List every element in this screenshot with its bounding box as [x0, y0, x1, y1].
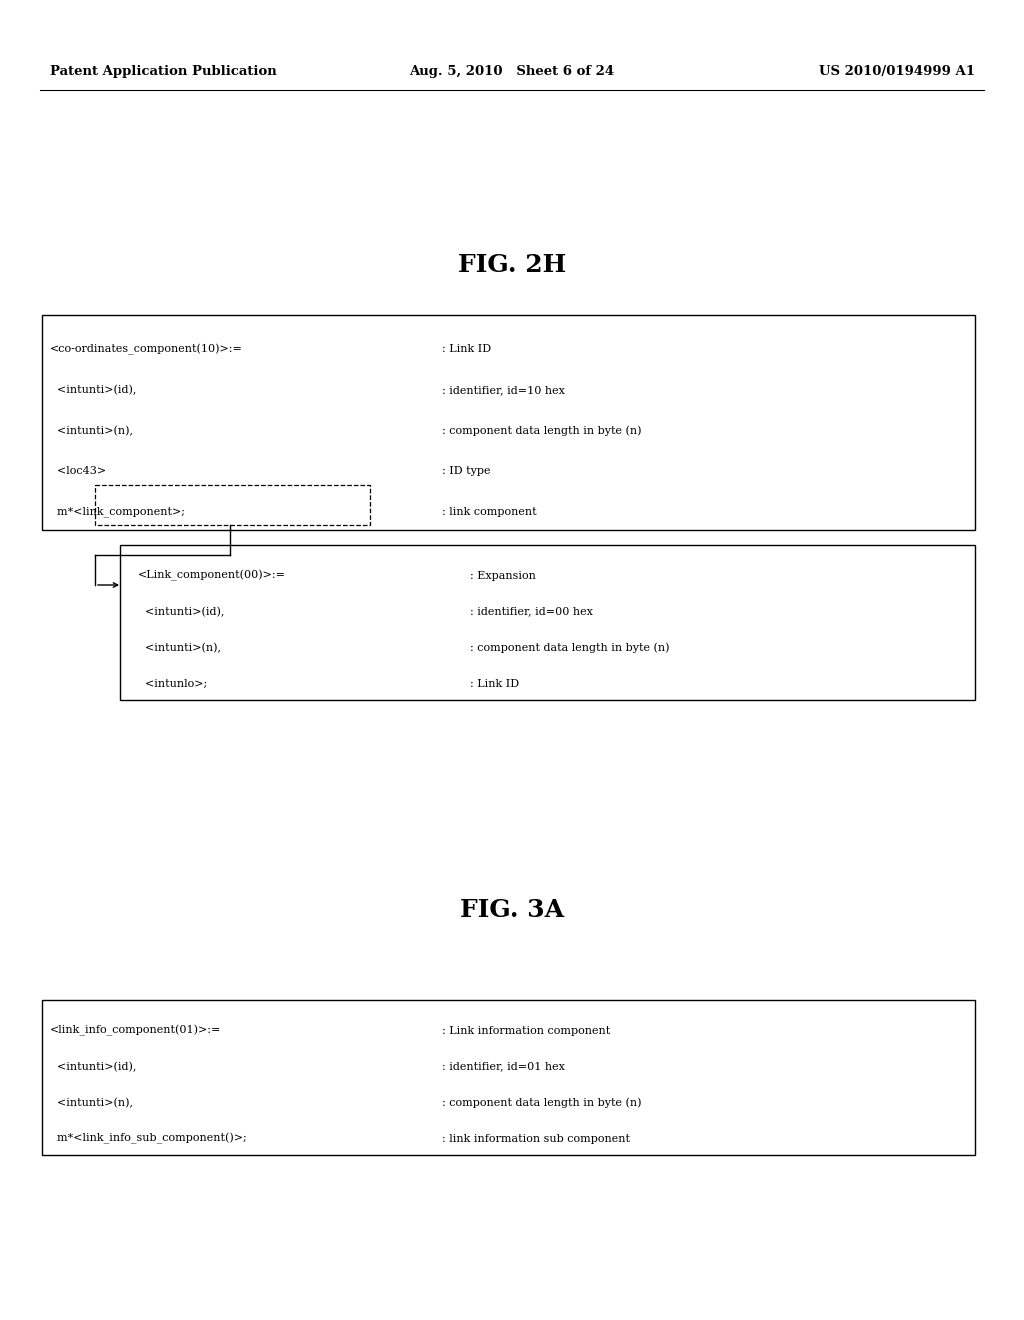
Text: <intunti>(n),: <intunti>(n), [50, 425, 133, 436]
Text: US 2010/0194999 A1: US 2010/0194999 A1 [819, 66, 975, 78]
Text: <intunti>(n),: <intunti>(n), [50, 1097, 133, 1107]
Text: : component data length in byte (n): : component data length in byte (n) [442, 1097, 641, 1107]
Text: : link component: : link component [442, 507, 537, 516]
Text: <loc43>: <loc43> [50, 466, 106, 477]
Bar [42, 1001, 975, 1155]
Text: m*<link_component>;: m*<link_component>; [50, 507, 185, 517]
Text: <Link_component(00)>:=: <Link_component(00)>:= [138, 570, 286, 581]
Text: FIG. 2H: FIG. 2H [458, 253, 566, 277]
Text: <intunti>(id),: <intunti>(id), [50, 385, 136, 395]
Text: : identifier, id=00 hex: : identifier, id=00 hex [470, 607, 593, 616]
Text: : Expansion: : Expansion [470, 570, 536, 581]
Bar [42, 315, 975, 531]
Text: : Link information component: : Link information component [442, 1026, 610, 1036]
Text: <link_info_component(01)>:=: <link_info_component(01)>:= [50, 1026, 221, 1036]
Text: FIG. 3A: FIG. 3A [460, 898, 564, 921]
Text: : identifier, id=10 hex: : identifier, id=10 hex [442, 385, 565, 395]
Bar [120, 545, 975, 700]
Text: : Link ID: : Link ID [442, 345, 492, 355]
Bar [95, 484, 370, 525]
Text: <intunti>(id),: <intunti>(id), [138, 606, 224, 616]
Text: Aug. 5, 2010   Sheet 6 of 24: Aug. 5, 2010 Sheet 6 of 24 [410, 66, 614, 78]
Text: : component data length in byte (n): : component data length in byte (n) [442, 425, 641, 436]
Text: <intunlo>;: <intunlo>; [138, 678, 207, 689]
Text: : link information sub component: : link information sub component [442, 1134, 630, 1143]
Text: : ID type: : ID type [442, 466, 490, 477]
Text: : Link ID: : Link ID [470, 678, 519, 689]
Text: Patent Application Publication: Patent Application Publication [50, 66, 276, 78]
Text: : identifier, id=01 hex: : identifier, id=01 hex [442, 1061, 565, 1072]
Text: <co-ordinates_component(10)>:=: <co-ordinates_component(10)>:= [50, 343, 243, 355]
Text: m*<link_info_sub_component()>;: m*<link_info_sub_component()>; [50, 1133, 247, 1144]
Text: <intunti>(id),: <intunti>(id), [50, 1061, 136, 1072]
Text: <intunti>(n),: <intunti>(n), [138, 643, 221, 653]
Text: : component data length in byte (n): : component data length in byte (n) [470, 643, 670, 653]
